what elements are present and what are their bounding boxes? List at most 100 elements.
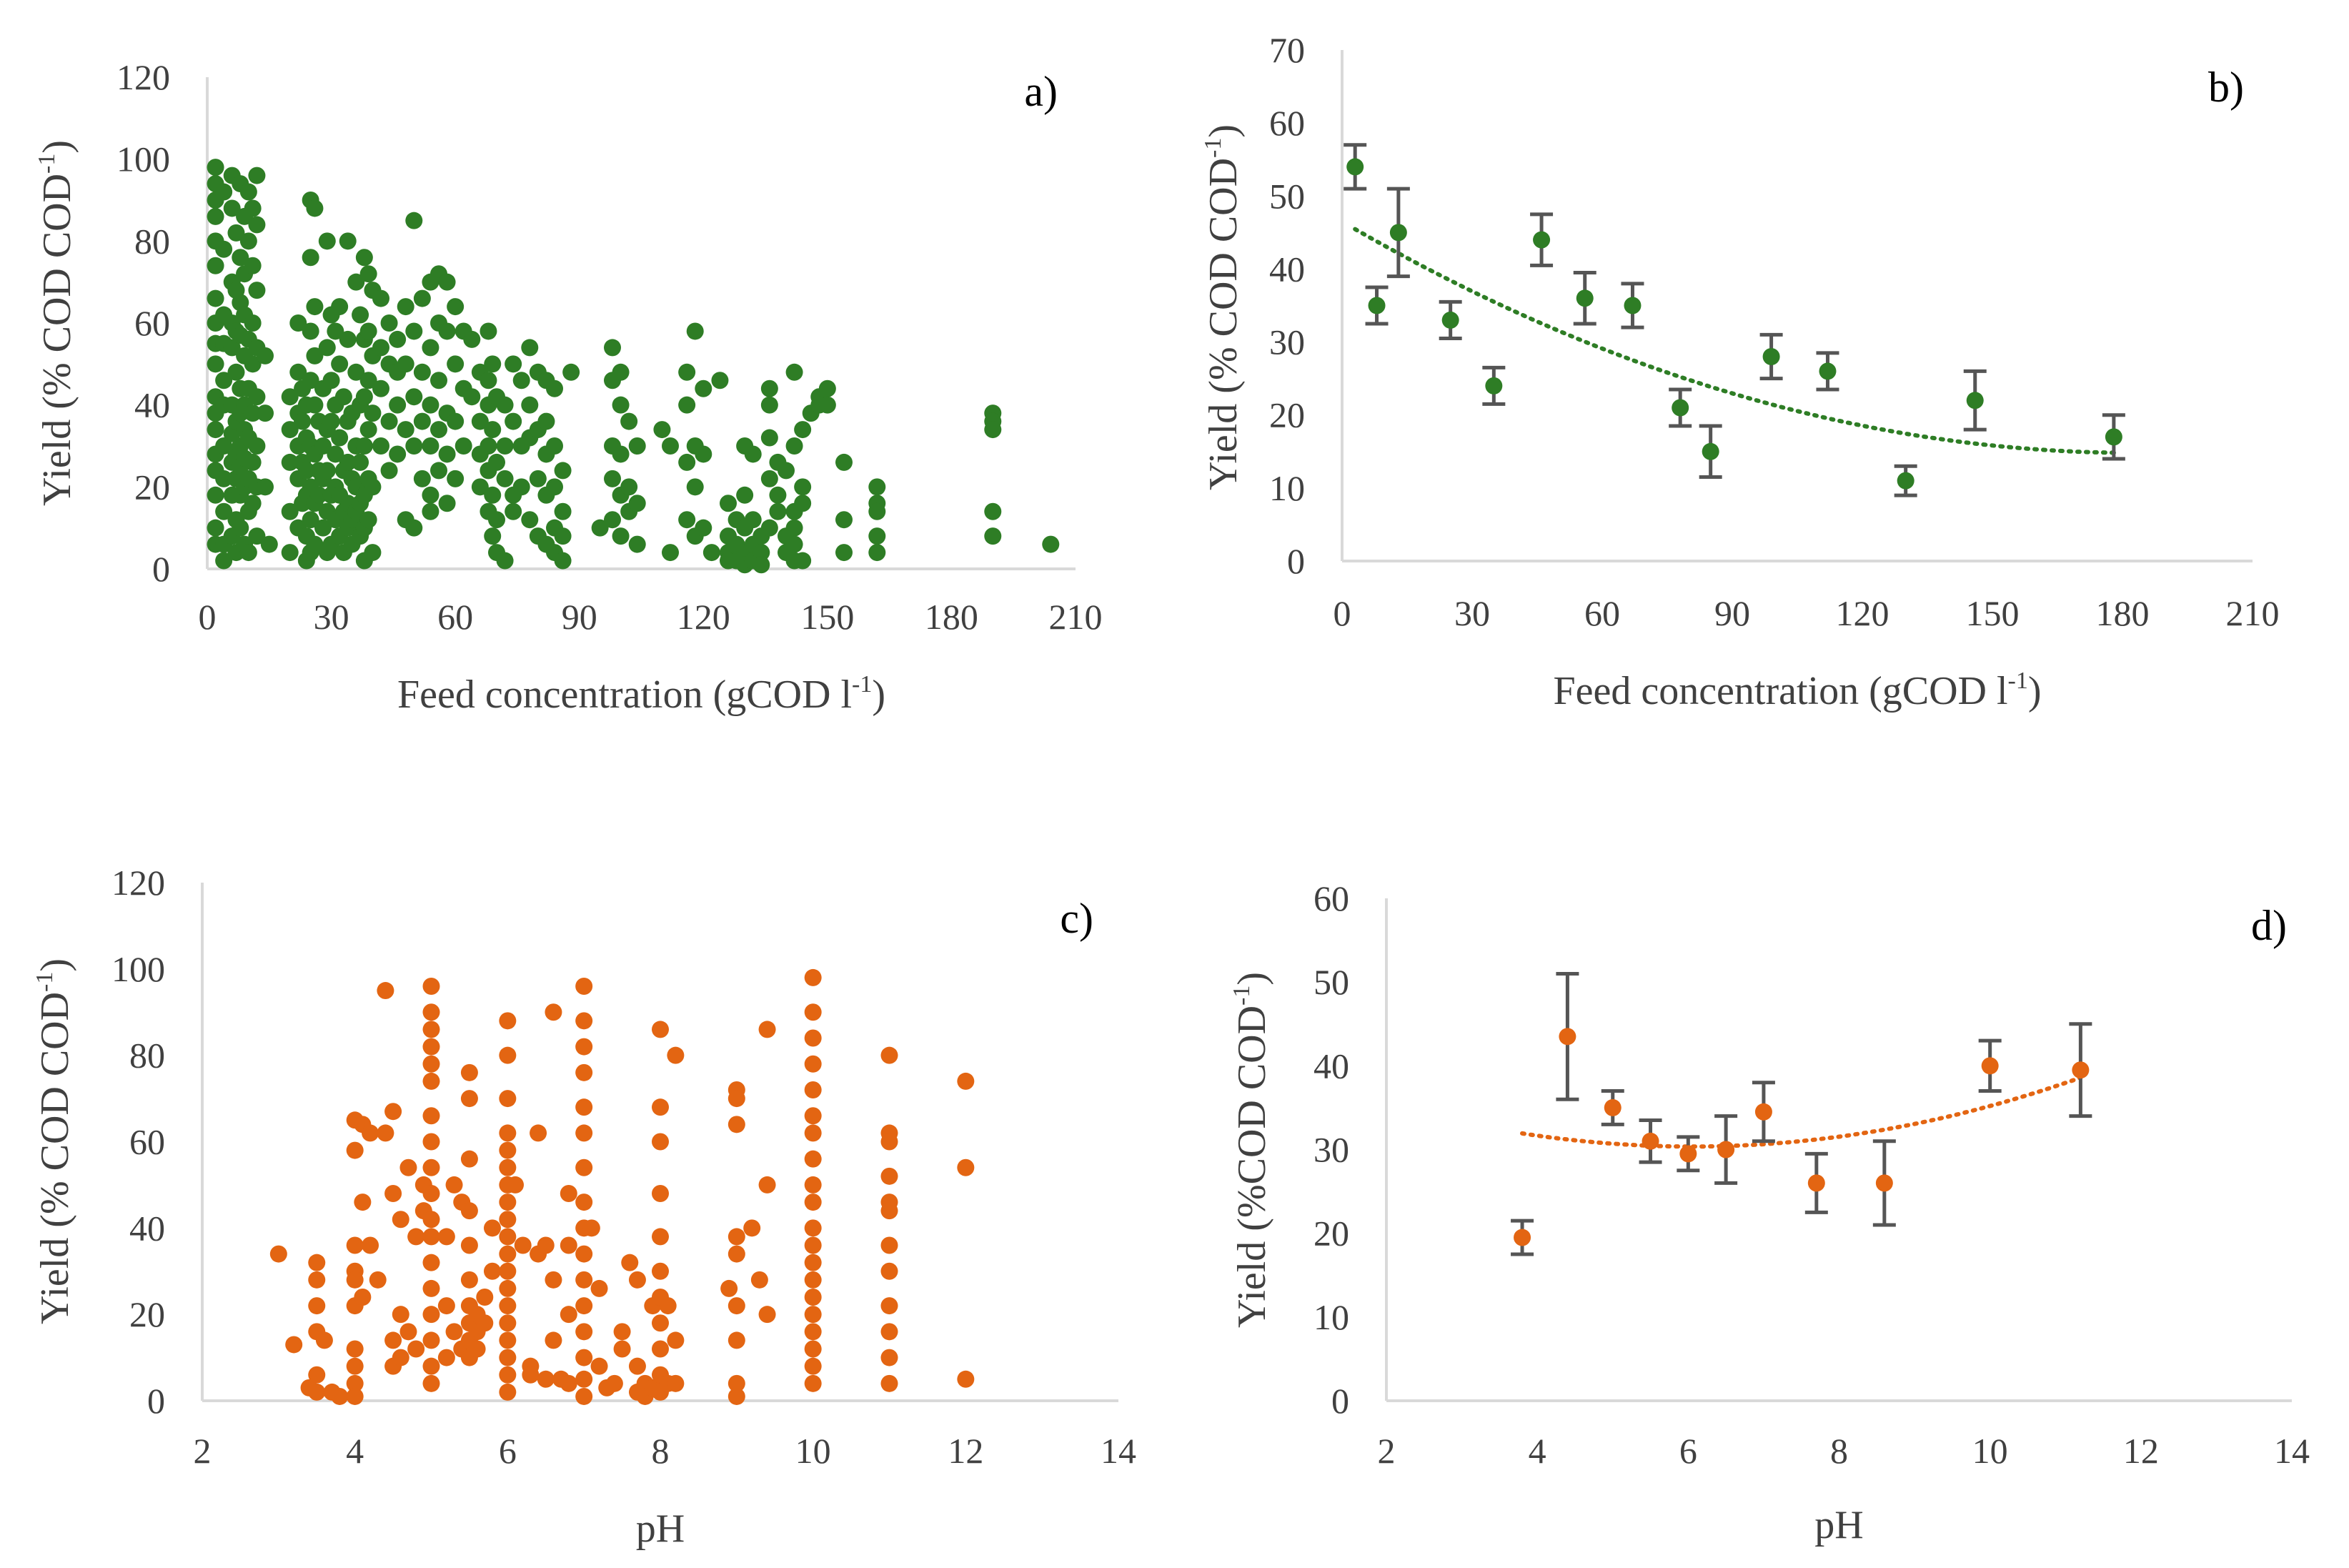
data-point: [512, 372, 530, 389]
data-point: [499, 1279, 517, 1297]
data-point: [215, 183, 233, 201]
data-point: [460, 1090, 478, 1108]
y-tick-label: 40: [1269, 249, 1305, 289]
data-point: [613, 1340, 631, 1358]
y-tick-label: 50: [1269, 176, 1305, 216]
data-point: [880, 1167, 898, 1185]
data-point: [613, 1323, 631, 1341]
data-point: [248, 167, 266, 184]
data-point: [322, 372, 340, 389]
data-point: [405, 437, 423, 455]
data-point: [499, 1090, 517, 1108]
data-point: [758, 1176, 776, 1194]
data-point: [499, 1297, 517, 1315]
y-tick-label: 20: [134, 467, 170, 507]
data-point: [346, 1357, 364, 1375]
data-point: [318, 339, 336, 357]
data-point: [514, 1236, 532, 1254]
x-tick-label: 210: [1049, 597, 1103, 637]
data-point: [369, 1271, 387, 1289]
x-tick-label: 180: [2096, 593, 2150, 633]
data-point: [496, 552, 514, 570]
data-point: [804, 1003, 822, 1021]
data-point: [331, 1387, 349, 1405]
data-point: [744, 511, 762, 529]
data-point: [652, 1021, 669, 1038]
data-point: [575, 1038, 593, 1056]
x-tick-label: 120: [1836, 593, 1889, 633]
x-tick-label: 60: [1584, 593, 1620, 633]
data-point: [484, 527, 502, 545]
data-point: [248, 388, 266, 406]
data-point: [447, 470, 465, 487]
data-point: [868, 502, 886, 520]
data-point: [957, 1072, 975, 1090]
data-point: [422, 1306, 440, 1324]
data-point: [620, 412, 638, 430]
data-point: [880, 1374, 898, 1392]
data-point: [207, 519, 224, 537]
x-axis-title-main: Feed concentration (gCOD l: [397, 673, 852, 717]
data-point: [331, 355, 349, 373]
data-point: [785, 535, 803, 553]
data-point: [364, 405, 382, 422]
data-point: [804, 1289, 822, 1306]
data-point: [438, 273, 456, 291]
data-point: [880, 1046, 898, 1064]
data-point: [244, 199, 262, 217]
x-axis-title-sup: -1: [2008, 668, 2028, 694]
y-tick-label: 20: [1313, 1214, 1349, 1254]
data-point: [804, 1323, 822, 1341]
data-point: [1559, 1028, 1576, 1046]
data-point: [575, 1271, 593, 1289]
data-point: [1642, 1132, 1659, 1150]
data-point: [1717, 1141, 1735, 1158]
data-point: [327, 445, 344, 463]
data-point: [1042, 535, 1060, 553]
data-point: [591, 519, 609, 537]
data-point: [318, 232, 336, 250]
data-point: [322, 412, 340, 430]
data-point: [372, 339, 389, 357]
data-point: [223, 339, 241, 357]
data-point: [207, 486, 224, 504]
data-point: [612, 363, 630, 381]
data-point: [244, 405, 262, 422]
data-point: [604, 339, 621, 357]
data-point: [667, 1374, 685, 1392]
data-point: [437, 1228, 455, 1246]
y-tick-label: 0: [1331, 1381, 1349, 1421]
data-point: [483, 1219, 501, 1237]
data-point: [499, 1383, 517, 1401]
data-point: [422, 437, 439, 455]
data-point: [239, 183, 257, 201]
x-tick-label: 12: [2123, 1431, 2159, 1471]
data-point: [575, 1349, 593, 1366]
data-point: [652, 1314, 669, 1332]
data-point: [957, 1370, 975, 1388]
y-tick-label: 60: [129, 1122, 165, 1162]
data-point: [346, 1387, 364, 1405]
data-point: [422, 1211, 440, 1229]
data-point: [590, 1279, 608, 1297]
data-point: [207, 159, 224, 177]
data-point: [2105, 428, 2122, 446]
data-point: [488, 453, 505, 471]
data-point: [480, 372, 497, 389]
data-point: [546, 478, 563, 496]
y-tick-label: 80: [129, 1036, 165, 1076]
data-point: [1346, 158, 1364, 176]
y-axis-title-main: Yield (% COD COD: [35, 174, 79, 506]
data-point: [604, 470, 621, 487]
data-point: [758, 1306, 776, 1324]
data-point: [392, 1349, 409, 1366]
data-point: [207, 355, 224, 373]
y-axis-title: Yield (%COD COD-1): [1228, 972, 1274, 1328]
data-point: [760, 519, 778, 537]
data-point: [1389, 224, 1407, 242]
data-point: [422, 1021, 440, 1038]
data-point: [244, 453, 262, 471]
data-point: [957, 1158, 975, 1176]
data-point: [652, 1185, 669, 1202]
data-point: [652, 1228, 669, 1246]
